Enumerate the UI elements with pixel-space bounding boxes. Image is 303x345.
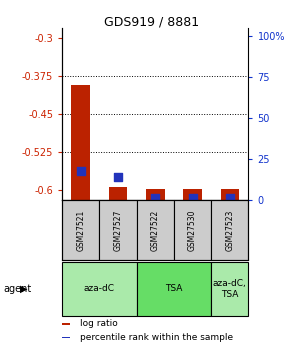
- Bar: [211, 262, 248, 316]
- Text: aza-dC: aza-dC: [84, 284, 115, 294]
- Bar: [211, 200, 248, 260]
- Point: [153, 196, 158, 201]
- Bar: [174, 200, 211, 260]
- Bar: [137, 200, 174, 260]
- Bar: [72, 85, 90, 200]
- Bar: [62, 336, 71, 338]
- Text: agent: agent: [3, 284, 31, 294]
- Text: ▶: ▶: [20, 284, 27, 294]
- Bar: [221, 189, 239, 200]
- Point: [115, 174, 120, 180]
- Bar: [99, 200, 137, 260]
- Text: GSM27530: GSM27530: [188, 209, 197, 251]
- Text: GSM27527: GSM27527: [114, 210, 122, 251]
- Text: aza-dC,
TSA: aza-dC, TSA: [213, 279, 247, 299]
- Text: GSM27522: GSM27522: [151, 210, 160, 251]
- Bar: [137, 262, 211, 316]
- Text: GSM27521: GSM27521: [76, 210, 85, 251]
- Text: GSM27523: GSM27523: [225, 210, 234, 251]
- Text: TSA: TSA: [165, 284, 183, 294]
- Point: [78, 168, 83, 173]
- Bar: [109, 187, 127, 200]
- Text: GDS919 / 8881: GDS919 / 8881: [104, 16, 199, 29]
- Bar: [183, 189, 202, 200]
- Bar: [62, 200, 99, 260]
- Text: log ratio: log ratio: [80, 319, 118, 328]
- Text: percentile rank within the sample: percentile rank within the sample: [80, 333, 233, 342]
- Bar: [146, 189, 165, 200]
- Point: [227, 196, 232, 201]
- Bar: [62, 262, 137, 316]
- Point: [190, 196, 195, 201]
- Bar: [62, 323, 71, 325]
